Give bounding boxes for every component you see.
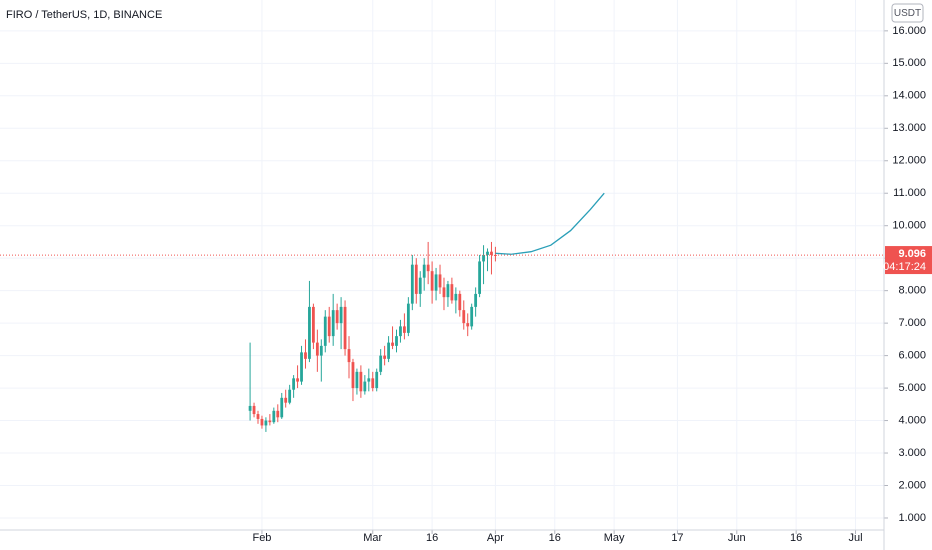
candle-body: [399, 326, 402, 337]
y-tick-label: 1.000: [898, 512, 926, 524]
y-tick-label: 3.000: [898, 447, 926, 459]
currency[interactable]: USDT: [894, 8, 921, 19]
candle-body: [434, 274, 438, 291]
candle-body: [256, 414, 260, 419]
candle-body: [252, 405, 256, 415]
candle-body: [304, 352, 307, 359]
candle-body: [319, 345, 323, 356]
candle-body: [446, 284, 450, 298]
candle-body: [418, 277, 422, 294]
candle-body: [442, 287, 446, 298]
labels: 1.000 2.000 3.000 4.000 5.000 6.000 7.000 8.000…: [252, 25, 932, 544]
candle-body: [331, 310, 335, 337]
y-tick-label: 12.000: [892, 155, 926, 167]
candle-body: [371, 378, 375, 389]
y-tick-label: 13.000: [892, 122, 926, 134]
candle-body: [296, 378, 299, 382]
candle-body: [470, 306, 474, 327]
candle-body: [395, 336, 398, 346]
candle-body: [422, 264, 426, 278]
candle-body: [379, 355, 383, 372]
candle-body: [410, 264, 414, 304]
candle-body: [347, 349, 351, 363]
candle-body: [387, 342, 390, 359]
y-tick-label: 10.000: [892, 220, 926, 232]
currency-box[interactable]: [891, 3, 924, 23]
candle-body: [454, 293, 458, 301]
candle-body: [351, 362, 355, 389]
candle-body: [414, 264, 418, 294]
x-tick-label: 17: [671, 532, 683, 544]
candle-body: [300, 352, 303, 382]
projection-curve: [495, 192, 605, 255]
candle-body: [343, 306, 347, 350]
candle-body: [292, 378, 296, 390]
y-tick-label: 5.000: [898, 382, 926, 394]
x-tick-label: May: [604, 532, 625, 544]
last-price-label: 9.096: [898, 248, 926, 260]
candle-body: [264, 420, 268, 426]
candle-body: [462, 310, 466, 324]
last-price-tag: [885, 246, 932, 275]
candle-body: [474, 293, 478, 307]
y-tick-label: 7.000: [898, 317, 926, 329]
candle-body: [280, 397, 284, 418]
y-tick-label: 16.000: [892, 25, 926, 37]
chart-title: FIRO / TetherUS, 1D, BINANCE: [6, 9, 162, 21]
candle-body: [359, 371, 363, 392]
candle-body: [375, 371, 379, 389]
x-tick-label: Feb: [252, 532, 271, 544]
candle-body: [450, 284, 454, 301]
candle-body: [478, 261, 481, 294]
x-tick-label: 16: [426, 532, 438, 544]
candle-body: [383, 355, 387, 359]
x-tick-label: 16: [790, 532, 802, 544]
candle-body: [482, 254, 485, 262]
x-tick-label: Jun: [728, 532, 746, 544]
candle-body: [268, 420, 272, 423]
x-tick-label: Jul: [848, 532, 862, 544]
candle-body: [308, 306, 311, 359]
x-tick-label: Apr: [487, 532, 504, 544]
candle-body: [339, 306, 343, 324]
candle-body: [323, 316, 327, 346]
grid: [0, 0, 888, 534]
candle-body: [335, 310, 339, 324]
candle-body: [327, 316, 331, 337]
candle-body: [288, 389, 292, 403]
candle-body: [430, 271, 434, 291]
candle-body: [466, 323, 470, 327]
candle-body: [406, 303, 410, 333]
candle-body: [284, 397, 288, 403]
y-tick-label: 14.000: [892, 90, 926, 102]
x-tick-label: 16: [549, 532, 561, 544]
y-tick-label: 2.000: [898, 479, 926, 491]
candle-body: [311, 306, 315, 343]
y-tick-label: 4.000: [898, 414, 926, 426]
candle-body: [490, 251, 493, 255]
candle-body: [248, 405, 252, 411]
candle-body: [355, 371, 359, 389]
candle-body: [315, 342, 319, 356]
candle-body: [458, 293, 462, 311]
countdown-label: 04:17:24: [883, 261, 926, 273]
candle-body: [260, 418, 264, 426]
y-tick-label: 11.000: [893, 187, 926, 199]
y-tick-label: 8.000: [898, 285, 926, 297]
candle-body: [272, 410, 276, 423]
candle-body: [276, 410, 280, 418]
candle-body: [403, 326, 406, 333]
candle-body: [367, 378, 371, 382]
y-tick-label: 15.000: [892, 57, 926, 69]
candle-body: [426, 264, 430, 272]
candle-body: [363, 381, 367, 392]
candle-body: [391, 342, 394, 346]
marks: [0, 192, 884, 432]
candle-body: [438, 274, 442, 288]
candle-body: [486, 251, 489, 255]
y-tick-label: 6.000: [898, 350, 926, 362]
x-tick-label: Mar: [363, 532, 382, 544]
